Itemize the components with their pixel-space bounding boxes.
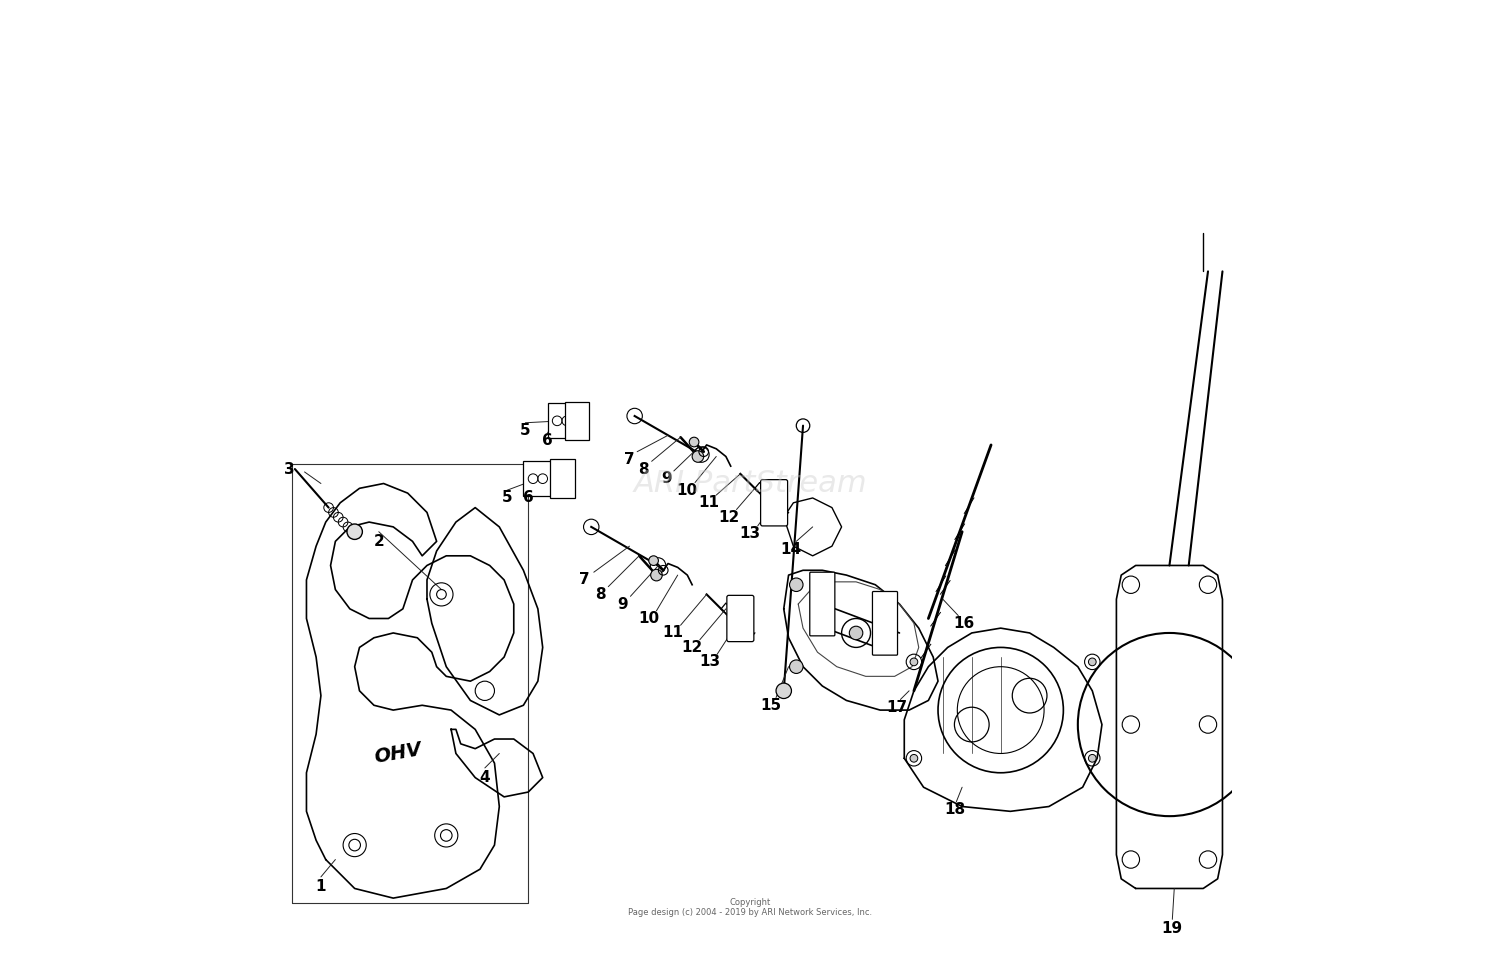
Text: 18: 18 (944, 802, 964, 817)
Text: 10: 10 (676, 483, 698, 498)
Circle shape (849, 627, 862, 640)
Circle shape (789, 578, 802, 592)
Text: 6: 6 (524, 490, 534, 506)
Text: 9: 9 (662, 471, 672, 486)
Polygon shape (1116, 566, 1222, 889)
Circle shape (910, 754, 918, 762)
Text: 3: 3 (284, 461, 294, 477)
Text: 10: 10 (638, 611, 660, 626)
Circle shape (346, 524, 363, 540)
Text: Copyright
Page design (c) 2004 - 2019 by ARI Network Services, Inc.: Copyright Page design (c) 2004 - 2019 by… (628, 898, 872, 918)
FancyBboxPatch shape (873, 592, 897, 655)
Circle shape (789, 659, 802, 673)
Polygon shape (783, 571, 938, 710)
Polygon shape (306, 484, 514, 898)
Bar (566, 401, 590, 440)
Circle shape (692, 451, 703, 462)
Text: 12: 12 (681, 640, 703, 655)
Text: 6: 6 (542, 432, 554, 448)
FancyBboxPatch shape (810, 572, 836, 636)
Text: 8: 8 (639, 461, 650, 477)
Text: 5: 5 (520, 423, 531, 438)
Circle shape (690, 437, 699, 447)
Text: 4: 4 (480, 770, 490, 785)
Text: 19: 19 (1162, 922, 1184, 936)
Text: 7: 7 (579, 572, 590, 587)
Circle shape (776, 683, 792, 698)
Text: 1: 1 (315, 879, 326, 894)
Text: 8: 8 (596, 587, 606, 601)
Text: 11: 11 (698, 495, 718, 511)
FancyBboxPatch shape (760, 480, 788, 526)
Text: 7: 7 (624, 452, 634, 467)
FancyBboxPatch shape (728, 596, 754, 642)
Bar (524, 461, 552, 496)
Text: 16: 16 (954, 616, 975, 630)
Text: 13: 13 (740, 526, 760, 542)
Text: 11: 11 (663, 626, 684, 640)
Circle shape (1089, 754, 1096, 762)
Text: 2: 2 (374, 534, 384, 549)
Text: 14: 14 (780, 542, 801, 557)
Text: 17: 17 (886, 700, 908, 715)
Circle shape (910, 658, 918, 665)
Text: 9: 9 (618, 597, 628, 611)
Bar (548, 403, 576, 438)
Text: 13: 13 (699, 655, 720, 669)
Polygon shape (904, 629, 1102, 811)
Text: ARI PartStream: ARI PartStream (633, 469, 867, 498)
Text: 15: 15 (760, 698, 782, 713)
Circle shape (1089, 658, 1096, 665)
Text: OHV: OHV (372, 740, 423, 767)
Text: 5: 5 (501, 490, 513, 506)
Text: 12: 12 (718, 510, 740, 525)
Circle shape (651, 570, 663, 581)
Bar (550, 459, 574, 498)
Circle shape (650, 556, 658, 566)
